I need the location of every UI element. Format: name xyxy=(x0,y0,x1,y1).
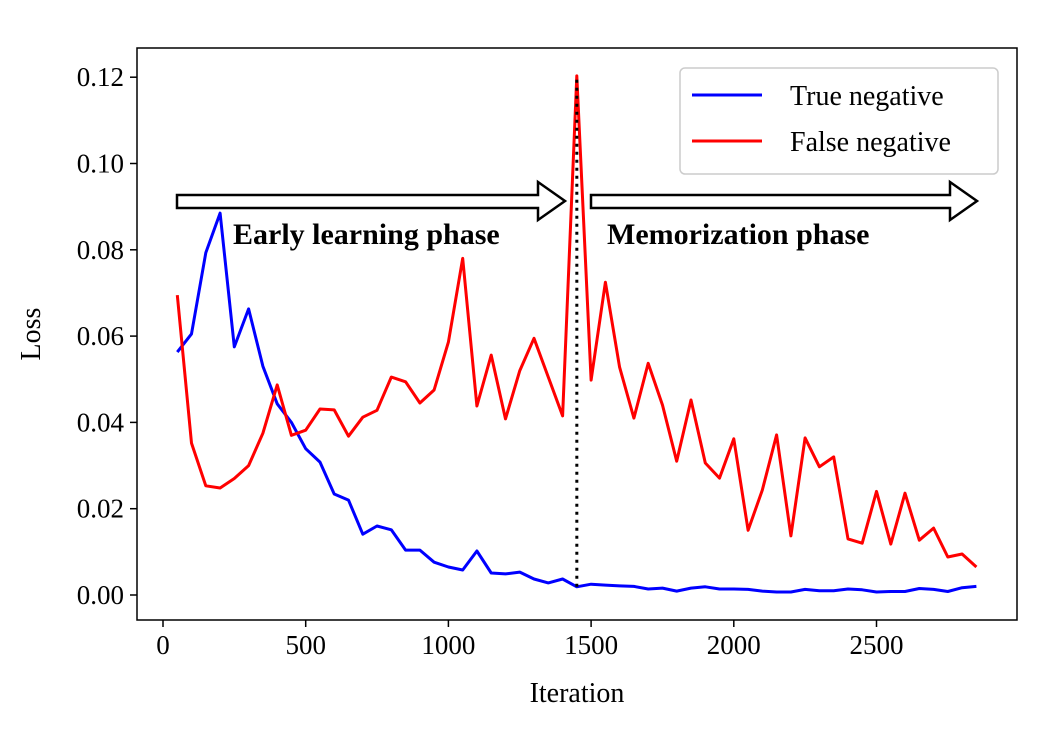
series-line-false-negative xyxy=(175,74,978,569)
y-tick-label: 0.06 xyxy=(77,321,124,351)
y-tick-label: 0.08 xyxy=(77,235,124,265)
x-axis-label: Iteration xyxy=(530,678,625,709)
memorization-phase-arrow xyxy=(589,179,980,223)
plot-frame xyxy=(136,47,1018,621)
early-phase-label: Early learning phase xyxy=(233,218,500,251)
x-tick-label: 0 xyxy=(156,630,170,660)
y-tick-label: 0.02 xyxy=(77,494,124,524)
y-tick-label: 0.10 xyxy=(77,149,124,179)
x-tick-label: 1500 xyxy=(564,630,618,660)
legend-label-true-negative: True negative xyxy=(790,81,944,112)
x-tick-label: 1000 xyxy=(421,630,475,660)
y-tick-label: 0.04 xyxy=(77,407,125,437)
y-tick-label: 0.00 xyxy=(77,580,124,610)
x-tick-label: 2000 xyxy=(707,630,761,660)
early-phase-arrow xyxy=(175,179,568,223)
y-tick-label: 0.12 xyxy=(77,62,124,92)
x-tick-label: 2500 xyxy=(850,630,904,660)
legend: True negative False negative xyxy=(679,67,999,175)
memorization-phase-label: Memorization phase xyxy=(607,218,869,251)
legend-label-false-negative: False negative xyxy=(790,127,951,158)
x-tick-label: 500 xyxy=(285,630,326,660)
y-axis-label: Loss xyxy=(16,308,47,361)
